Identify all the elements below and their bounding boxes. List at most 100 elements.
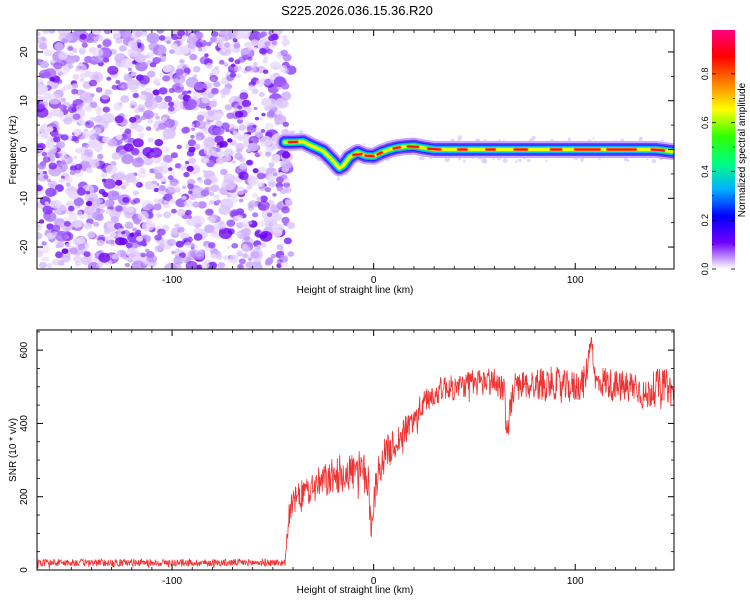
noise-speck (248, 257, 253, 261)
noise-speck (212, 152, 218, 157)
noise-speck (63, 220, 71, 227)
noise-speck (161, 146, 170, 153)
noise-speck (235, 215, 239, 219)
noise-speck (185, 260, 198, 269)
noise-speck (280, 49, 289, 56)
noise-speck (183, 98, 197, 111)
noise-speck (211, 87, 219, 95)
noise-speck (155, 127, 160, 132)
noise-speck (183, 67, 191, 74)
snr-background (37, 330, 674, 570)
noise-speck (280, 91, 292, 101)
noise-speck (217, 222, 227, 230)
noise-speck (159, 72, 165, 78)
halo-speck (545, 159, 548, 163)
noise-speck (92, 47, 104, 58)
colorbar-tick-label: 0.8 (700, 68, 710, 81)
halo-speck (531, 135, 536, 140)
noise-speck (151, 183, 158, 189)
noise-speck (171, 250, 176, 255)
x-tick-label: 100 (567, 275, 584, 286)
ridge-core-red (352, 153, 363, 156)
snr-ylabel: SNR (10 * v/v) (8, 418, 19, 482)
noise-speck (192, 201, 200, 208)
noise-speck (234, 152, 243, 160)
noise-speck (183, 171, 190, 178)
noise-speck (181, 195, 187, 200)
noise-speck (224, 104, 232, 111)
noise-speck (83, 251, 91, 257)
noise-speck (246, 185, 253, 190)
noise-speck (261, 112, 266, 117)
spectrogram-frame (36, 29, 675, 270)
noise-speck (175, 68, 184, 76)
noise-speck (43, 257, 50, 262)
noise-speck (134, 53, 146, 63)
noise-speck (123, 143, 134, 152)
noise-speck (97, 153, 104, 160)
noise-speck (234, 110, 244, 118)
noise-speck (152, 79, 160, 85)
noise-speck (93, 221, 100, 227)
noise-speck (217, 30, 230, 36)
noise-speck (215, 157, 225, 165)
noise-speck (57, 240, 64, 246)
noise-speck (129, 100, 136, 105)
noise-speck (262, 59, 268, 64)
noise-speck (213, 81, 221, 88)
noise-speck (173, 255, 184, 265)
noise-speck (95, 87, 103, 93)
noise-speck (168, 101, 175, 107)
noise-speck (72, 113, 81, 120)
noise-speck (149, 152, 155, 157)
noise-speck (164, 262, 178, 269)
noise-speck (97, 44, 103, 49)
noise-speck (123, 114, 129, 118)
noise-speck (282, 43, 287, 47)
noise-speck (100, 203, 107, 209)
noise-speck (236, 73, 242, 78)
noise-speck (76, 236, 86, 244)
noise-speck (203, 146, 215, 156)
noise-speck (147, 119, 154, 124)
noise-speck (195, 251, 205, 259)
noise-speck (138, 132, 146, 139)
noise-speck (90, 57, 95, 62)
y-tick-label: -20 (19, 239, 30, 254)
noise-speck (247, 30, 262, 42)
noise-speck (188, 146, 196, 153)
noise-speck (73, 128, 82, 136)
noise-speck (111, 253, 119, 260)
noise-speck (174, 223, 180, 228)
noise-speck (76, 210, 83, 216)
noise-speck (89, 101, 98, 108)
noise-speck (138, 107, 145, 113)
noise-speck (63, 117, 73, 125)
noise-speck (239, 162, 248, 170)
noise-speck (147, 70, 156, 78)
noise-speck (71, 219, 82, 228)
noise-speck (122, 181, 130, 187)
noise-speck (238, 198, 244, 203)
noise-speck (149, 61, 157, 68)
noise-speck (113, 172, 126, 182)
noise-speck (205, 208, 214, 216)
noise-speck (258, 166, 267, 174)
halo-speck (457, 135, 463, 141)
noise-speck (180, 232, 189, 240)
noise-speck (271, 223, 284, 234)
noise-speck (185, 160, 190, 165)
noise-speck (133, 218, 141, 225)
x-tick-label: -100 (162, 275, 182, 286)
noise-speck (77, 188, 86, 196)
noise-speck (237, 263, 244, 269)
noise-speck (86, 213, 95, 220)
noise-speck (111, 152, 121, 160)
noise-speck (264, 217, 268, 221)
noise-speck (78, 109, 85, 116)
noise-speck (258, 92, 265, 97)
noise-speck (92, 127, 102, 135)
noise-speck (80, 255, 92, 266)
noise-speck (162, 65, 172, 73)
noise-speck (220, 198, 234, 210)
